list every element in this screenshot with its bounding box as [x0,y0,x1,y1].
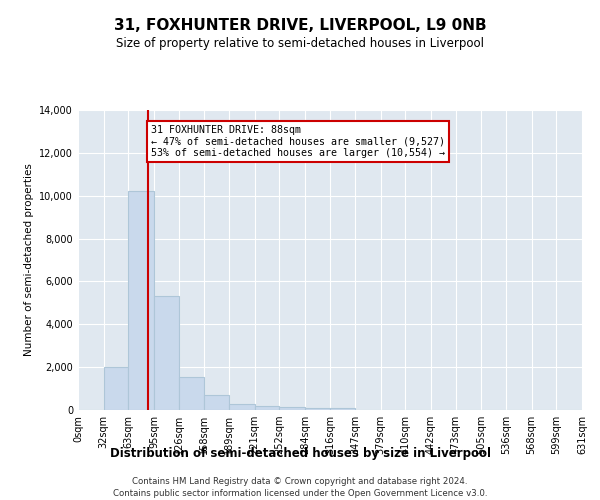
Y-axis label: Number of semi-detached properties: Number of semi-detached properties [24,164,34,356]
Text: Contains HM Land Registry data © Crown copyright and database right 2024.: Contains HM Land Registry data © Crown c… [132,478,468,486]
Text: Size of property relative to semi-detached houses in Liverpool: Size of property relative to semi-detach… [116,38,484,51]
Bar [279,408,305,410]
Bar [254,406,279,410]
Bar [331,408,355,410]
Bar [128,192,154,410]
Bar [229,404,254,410]
Bar [104,367,128,410]
Text: Contains public sector information licensed under the Open Government Licence v3: Contains public sector information licen… [113,489,487,498]
Bar [305,408,331,410]
Bar [204,395,229,410]
Bar [179,377,204,410]
Text: 31, FOXHUNTER DRIVE, LIVERPOOL, L9 0NB: 31, FOXHUNTER DRIVE, LIVERPOOL, L9 0NB [113,18,487,32]
Bar [154,296,179,410]
Text: 31 FOXHUNTER DRIVE: 88sqm
← 47% of semi-detached houses are smaller (9,527)
53% : 31 FOXHUNTER DRIVE: 88sqm ← 47% of semi-… [151,125,445,158]
Text: Distribution of semi-detached houses by size in Liverpool: Distribution of semi-detached houses by … [110,448,491,460]
